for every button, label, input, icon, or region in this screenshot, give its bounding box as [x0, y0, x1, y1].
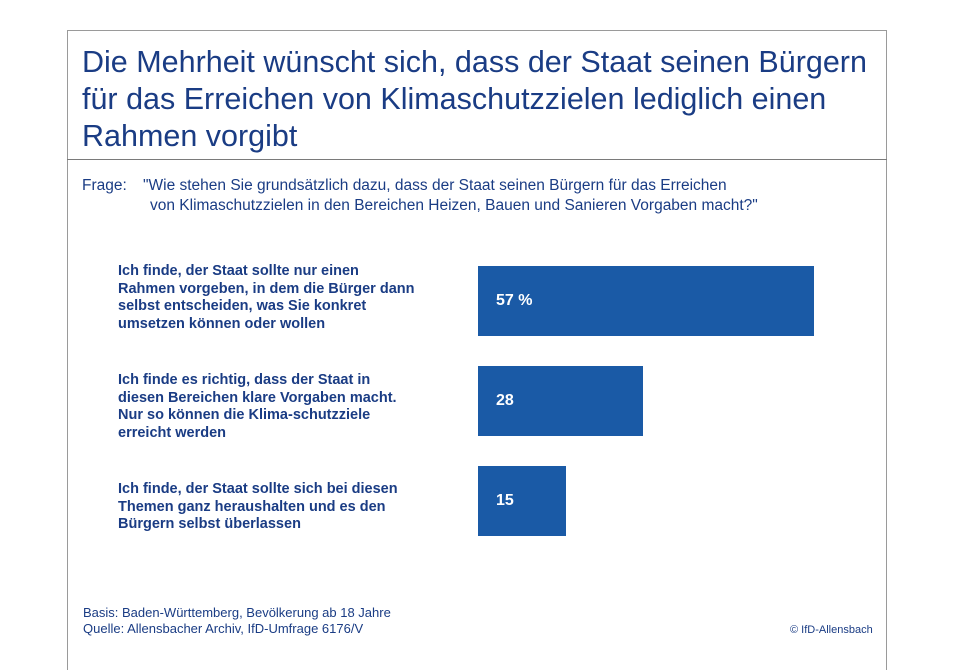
footer-source: Quelle: Allensbacher Archiv, IfD-Umfrage…: [83, 621, 364, 636]
title-divider: [67, 159, 887, 160]
chart-frame: [67, 30, 887, 670]
question-text-line2: von Klimaschutzzielen in den Bereichen H…: [150, 197, 758, 214]
bar: [478, 366, 643, 436]
footer-basis: Basis: Baden-Württemberg, Bevölkerung ab…: [83, 605, 391, 620]
footer-copyright: © IfD-Allensbach: [790, 624, 873, 636]
category-label: Ich finde, der Staat sollte sich bei die…: [118, 481, 398, 532]
category-label: Ich finde, der Staat sollte nur einen Ra…: [118, 263, 415, 332]
chart-title: Die Mehrheit wünscht sich, dass der Staa…: [82, 45, 867, 153]
bar-value-label: 15: [496, 492, 514, 509]
question-prefix: Frage:: [82, 177, 127, 194]
question-text-line1: "Wie stehen Sie grundsätzlich dazu, dass…: [143, 177, 727, 194]
bar: [478, 266, 814, 336]
bar: [478, 466, 566, 536]
bar-value-label: 28: [496, 392, 514, 409]
bar-value-label: 57 %: [496, 292, 533, 309]
category-label: Ich finde es richtig, dass der Staat in …: [118, 372, 397, 441]
